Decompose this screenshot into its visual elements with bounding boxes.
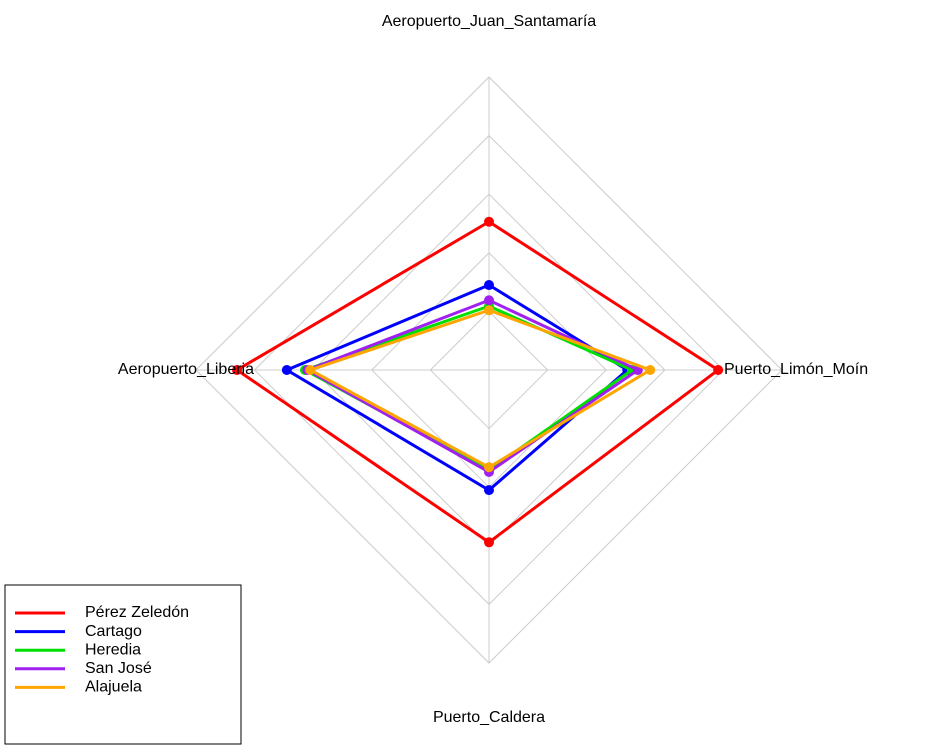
legend-label: San José bbox=[85, 660, 152, 677]
data-point bbox=[232, 365, 243, 375]
legend-label: Heredia bbox=[85, 641, 141, 658]
legend-label: Cartago bbox=[85, 623, 142, 640]
data-point bbox=[484, 280, 494, 291]
axis-label: Aeropuerto_Juan_Santamaría bbox=[382, 13, 596, 30]
legend-label: Pérez Zeledón bbox=[85, 604, 189, 621]
axis-label: Aeropuerto_Liberia bbox=[118, 361, 254, 378]
data-point bbox=[484, 537, 494, 548]
axis-label: Puerto_Caldera bbox=[433, 709, 545, 726]
data-point bbox=[484, 305, 494, 316]
data-point bbox=[713, 365, 724, 375]
legend-label: Alajuela bbox=[85, 679, 142, 696]
data-point bbox=[645, 365, 656, 375]
series-line bbox=[301, 304, 636, 472]
series-line bbox=[306, 308, 654, 470]
plot bbox=[232, 216, 724, 548]
data-point bbox=[281, 365, 292, 375]
data-point bbox=[305, 365, 316, 375]
data-point bbox=[484, 295, 494, 306]
data-point bbox=[484, 216, 494, 227]
data-point bbox=[484, 485, 494, 496]
data-point bbox=[484, 462, 494, 473]
axis-label: Puerto_Limón_Moín bbox=[724, 361, 868, 378]
